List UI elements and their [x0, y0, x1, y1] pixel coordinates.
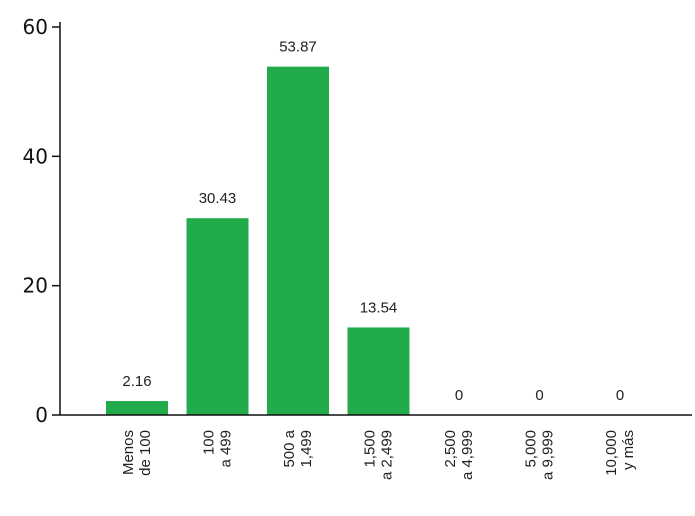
bar [267, 66, 329, 416]
data-label: 30.43 [199, 190, 237, 207]
x-tick-label-line: 500 a [281, 429, 298, 467]
x-tick-label-line: 100 [201, 430, 218, 455]
x-tick-label-line: Menos [120, 430, 137, 475]
x-tick-label: 5,000 a 9,999 [523, 430, 557, 480]
x-tick-label-line: de 100 [137, 430, 154, 476]
x-tick-label: 10,000 y más [603, 430, 637, 476]
x-tick-label: 2,500 a 4,999 [442, 430, 476, 480]
bar [347, 327, 410, 415]
bar [186, 218, 249, 415]
y-tick-label: 20 [23, 274, 48, 298]
x-tick-label-line: 5,000 [523, 430, 540, 468]
y-tick-label: 0 [35, 403, 48, 427]
data-labels: 2.16 30.43 53.87 13.54 0 0 0 [122, 39, 624, 404]
data-label: 0 [455, 387, 463, 404]
x-tick-label-line: y más [620, 430, 637, 470]
y-tick-label: 60 [23, 15, 48, 39]
x-tick-label-line: a 4,999 [459, 430, 476, 480]
x-tick-label-line: a 9,999 [540, 430, 557, 480]
data-label: 0 [535, 387, 543, 404]
x-tick-label-line: 10,000 [603, 430, 620, 476]
x-tick-label: 1,500 a 2,499 [362, 430, 396, 480]
x-tick-label-line: 1,500 [362, 430, 379, 468]
data-label: 13.54 [360, 299, 398, 316]
x-tick-label: 500 a 1,499 [281, 429, 315, 467]
x-axis-labels: Menos de 100 100 a 499 500 a 1,499 1,500 a 2,49… [120, 429, 637, 480]
x-tick-label-line: 2,500 [442, 430, 459, 468]
bar [106, 401, 168, 415]
x-tick-label-line: a 499 [218, 430, 235, 468]
data-label: 0 [616, 387, 624, 404]
bars [106, 66, 410, 416]
y-tick-label: 40 [23, 144, 48, 168]
data-label: 2.16 [122, 373, 151, 390]
x-tick-label: Menos de 100 [120, 430, 154, 476]
data-label: 53.87 [279, 39, 317, 56]
y-axis-ticks: 0 20 40 60 [23, 15, 60, 427]
x-tick-label-line: a 2,499 [379, 430, 396, 480]
x-tick-label-line: 1,499 [298, 430, 315, 468]
x-tick-label: 100 a 499 [201, 430, 235, 468]
